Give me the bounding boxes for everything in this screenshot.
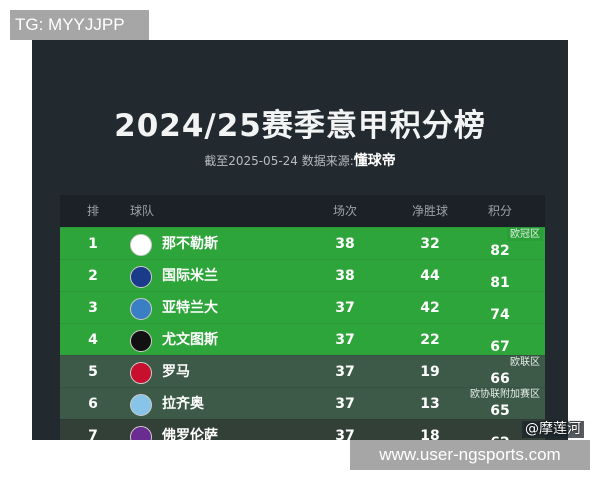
rank: 4	[88, 332, 98, 348]
header-team: 球队	[130, 204, 155, 218]
table-row: 5 罗马 37 19 66 欧联区	[60, 355, 545, 387]
header-gd: 净胜球	[411, 204, 448, 218]
subtitle-date: 截至2025-05-24 数据来源:	[204, 154, 354, 168]
goal-difference: 44	[420, 268, 440, 284]
watermark-bottom: www.user-ngsports.com	[350, 440, 590, 470]
zone-label-uecl: 欧协联附加赛区	[467, 388, 543, 401]
zone-label-ucl: 欧冠区	[507, 228, 543, 241]
header-played: 场次	[332, 204, 357, 218]
table-row: 6 拉齐奥 37 13 65 欧协联附加赛区	[60, 387, 545, 419]
team-name: 拉齐奥	[162, 396, 204, 412]
data-source: 懂球帝	[353, 153, 396, 169]
points: 62	[480, 435, 520, 440]
rank: 7	[88, 428, 98, 440]
rank: 3	[88, 300, 98, 316]
rank: 5	[88, 364, 98, 380]
inter-badge-icon	[130, 266, 152, 288]
points: 65	[490, 403, 510, 419]
fiorentina-badge-icon	[130, 426, 152, 440]
points: 67	[490, 339, 510, 355]
team-name: 罗马	[162, 364, 190, 380]
rank: 1	[88, 236, 98, 252]
zone-label-uel: 欧联区	[507, 356, 543, 369]
points: 74	[490, 307, 510, 323]
table-row: 3 亚特兰大 37 42 74	[60, 291, 545, 323]
team-name: 国际米兰	[162, 268, 218, 284]
author-watermark: @摩莲河	[522, 421, 584, 438]
team-name: 亚特兰大	[162, 300, 218, 316]
rank: 6	[88, 396, 98, 412]
rank: 2	[88, 268, 98, 284]
team-name: 那不勒斯	[162, 236, 218, 252]
table-header: 排名 球队 场次 净胜球 积分	[60, 195, 545, 250]
goal-difference: 42	[420, 300, 440, 316]
played: 37	[335, 428, 355, 440]
points: 81	[490, 275, 510, 291]
header-points: 积分	[487, 204, 512, 218]
standings-poster: 2024/25赛季意甲积分榜 截至2025-05-24 数据来源:懂球帝 排名 …	[32, 40, 568, 440]
played: 37	[335, 364, 355, 380]
roma-badge-icon	[130, 362, 152, 384]
atalanta-badge-icon	[130, 298, 152, 320]
table-row: 2 国际米兰 38 44 81	[60, 259, 545, 291]
played: 37	[335, 396, 355, 412]
goal-difference: 22	[420, 332, 440, 348]
played: 37	[335, 300, 355, 316]
played: 37	[335, 332, 355, 348]
table-row: 1 那不勒斯 38 32 82 欧冠区	[60, 227, 545, 259]
played: 38	[335, 236, 355, 252]
table-row: 7 佛罗伦萨 37 18 62	[60, 419, 545, 440]
goal-difference: 19	[420, 364, 440, 380]
team-name: 佛罗伦萨	[162, 428, 218, 440]
table-row: 4 尤文图斯 37 22 67	[60, 323, 545, 355]
played: 38	[335, 268, 355, 284]
lazio-badge-icon	[130, 394, 152, 416]
points: 66	[490, 371, 510, 387]
points: 82	[490, 243, 510, 259]
goal-difference: 13	[420, 396, 440, 412]
team-name: 尤文图斯	[162, 332, 218, 348]
watermark-top: TG: MYYJJPP	[10, 10, 149, 40]
napoli-badge-icon	[130, 234, 152, 256]
page-title: 2024/25赛季意甲积分榜	[114, 108, 486, 144]
goal-difference: 18	[420, 428, 440, 440]
subtitle: 截至2025-05-24 数据来源:懂球帝	[32, 150, 568, 170]
juventus-badge-icon	[130, 330, 152, 352]
goal-difference: 32	[420, 236, 440, 252]
